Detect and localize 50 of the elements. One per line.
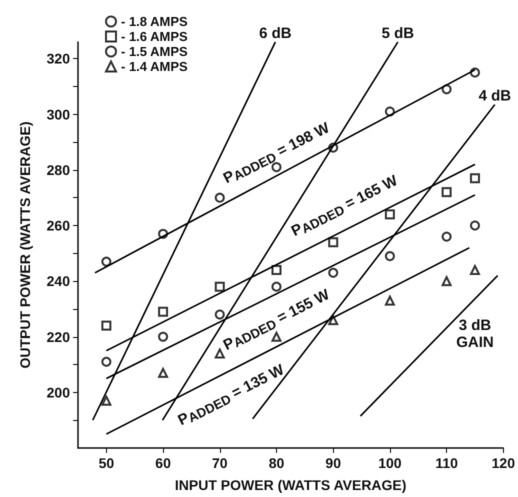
x-tick-label: 80 [268,455,284,471]
x-tick-label: 60 [155,455,172,471]
point [214,310,225,320]
point [442,276,452,286]
point [328,268,338,278]
point [470,173,480,184]
point [328,237,338,248]
annotation: 4 dB [478,88,512,105]
point [384,209,395,220]
x-tick-label: 120 [492,455,516,471]
annotation: 6 dB [259,25,292,42]
point [271,265,282,276]
y-tick-label: 320 [46,50,70,67]
point [101,256,112,267]
x-tick-label: 90 [325,455,342,471]
point [101,320,112,331]
point [384,251,395,262]
annotation: 5 dB [382,25,414,42]
point [214,348,225,358]
point [158,368,168,378]
point [101,396,112,406]
y-tick-label: 280 [46,162,70,178]
annotation: 3 dB GAIN [456,316,494,351]
legend-label: - 1.8 AMPS [121,14,188,29]
point [158,306,168,317]
y-tick-label: 260 [46,218,70,234]
point [442,187,452,198]
x-tick-label: 110 [435,455,458,471]
point [384,296,395,306]
y-tick-label: 300 [46,106,70,122]
y-tick-label: 200 [46,384,70,400]
x-tick-label: 50 [98,455,114,471]
point [158,332,168,342]
point [214,192,225,203]
x-tick-label: 100 [378,455,402,471]
y-tick-label: 220 [46,328,70,345]
point [442,84,452,94]
x-tick-label: 70 [212,455,228,471]
point [470,220,480,231]
point [442,232,452,242]
y-axis-title: OUTPUT POWER (WATTS AVERAGE) [17,121,33,369]
legend-label: - 1.4 AMPS [121,59,188,74]
point [470,265,480,276]
legend-label: - 1.5 AMPS [121,44,188,59]
point [101,356,112,367]
x-axis-title: INPUT POWER (WATTS AVERAGE) [174,477,406,493]
point [214,282,225,292]
y-tick-label: 240 [46,273,70,290]
point [271,282,282,292]
legend-label: - 1.6 AMPS [121,29,188,44]
